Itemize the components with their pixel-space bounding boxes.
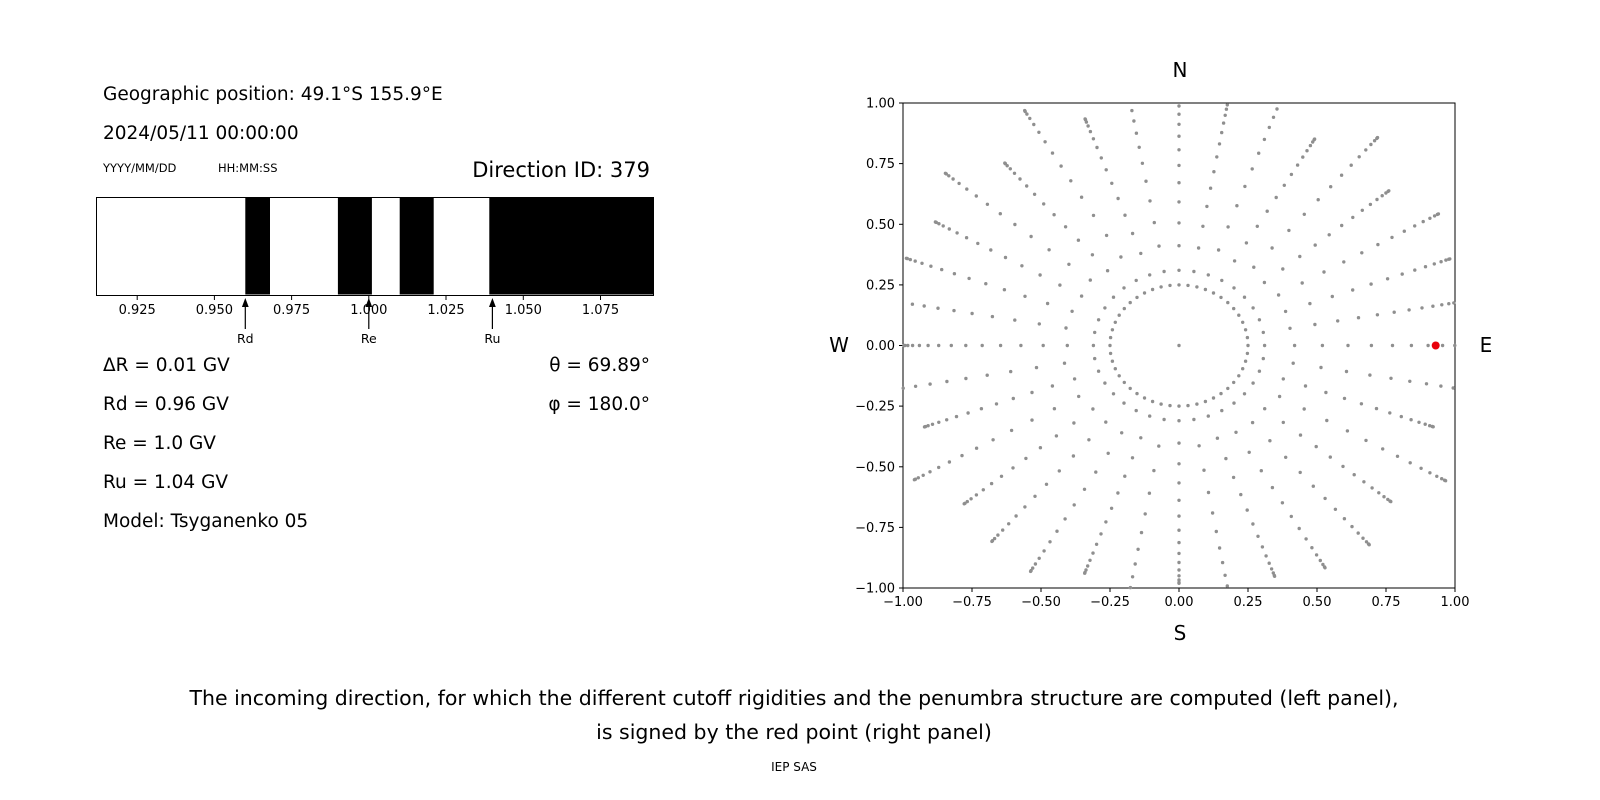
svg-text:1.075: 1.075 [582,303,619,318]
caption-line-1: The incoming direction, for which the di… [189,686,1399,710]
compass-west-label: W [829,333,849,357]
red-point-marker [1431,341,1440,350]
direction-scatter-chart: −1.00 −0.75 −0.50 −0.25 0.00 0.25 0.50 0.75 1.00… [855,97,1470,611]
compass-east-label: E [1479,333,1493,357]
caption-line-2: is signed by the red point (right panel) [596,720,992,744]
svg-text:−0.75: −0.75 [952,595,992,610]
forbidden-band [245,198,270,295]
cutoff-arrowhead [489,298,496,307]
svg-text:0.25: 0.25 [1234,595,1263,610]
svg-text:0.00: 0.00 [1165,595,1194,610]
compass-north-label: N [1172,58,1188,82]
cutoff-arrow-label: Rd [237,331,254,346]
cutoff-arrow-label: Re [361,331,377,346]
svg-text:1.050: 1.050 [505,303,542,318]
geo-position-text: Geographic position: 49.1°S 155.9°E [103,84,443,105]
rd-text: Rd = 0.96 GV [103,394,229,415]
cutoff-arrow-label: Ru [484,331,500,346]
svg-text:−0.50: −0.50 [855,460,895,475]
svg-text:−0.50: −0.50 [1021,595,1061,610]
svg-text:0.25: 0.25 [866,278,895,293]
svg-text:0.925: 0.925 [119,303,156,318]
svg-text:−0.25: −0.25 [1090,595,1130,610]
date-format-label: YYYY/MM/DD [103,161,177,175]
svg-text:1.00: 1.00 [1441,595,1470,610]
compass-south-label: S [1173,621,1187,645]
svg-text:0.75: 0.75 [1372,595,1401,610]
cutoff-arrowhead [365,298,373,307]
forbidden-band [489,198,653,295]
svg-text:0.950: 0.950 [196,303,233,318]
phi-text: φ = 180.0° [548,394,650,415]
model-text: Model: Tsyganenko 05 [103,511,309,532]
svg-text:−1.00: −1.00 [855,582,895,597]
svg-text:1.025: 1.025 [427,303,464,318]
ru-text: Ru = 1.04 GV [103,472,229,493]
svg-text:−0.25: −0.25 [855,400,895,415]
svg-text:−0.75: −0.75 [855,521,895,536]
datetime-text: 2024/05/11 00:00:00 [103,123,299,144]
svg-text:−1.00: −1.00 [883,595,923,610]
svg-text:1.00: 1.00 [866,97,895,112]
svg-text:0.00: 0.00 [866,339,895,354]
theta-text: θ = 69.89° [549,355,650,376]
time-format-label: HH:MM:SS [218,161,278,175]
forbidden-band [399,198,434,295]
credit-text: IEP SAS [771,760,817,774]
direction-id-text: Direction ID: 379 [472,158,650,182]
delta-r-text: ΔR = 0.01 GV [103,355,230,376]
caption: The incoming direction, for which the di… [0,686,1588,774]
svg-text:0.50: 0.50 [1303,595,1332,610]
svg-text:0.50: 0.50 [866,218,895,233]
svg-text:0.75: 0.75 [866,157,895,172]
forbidden-band [337,198,372,295]
svg-text:0.975: 0.975 [273,303,310,318]
cutoff-arrowhead [241,298,249,307]
re-text: Re = 1.0 GV [103,433,216,454]
